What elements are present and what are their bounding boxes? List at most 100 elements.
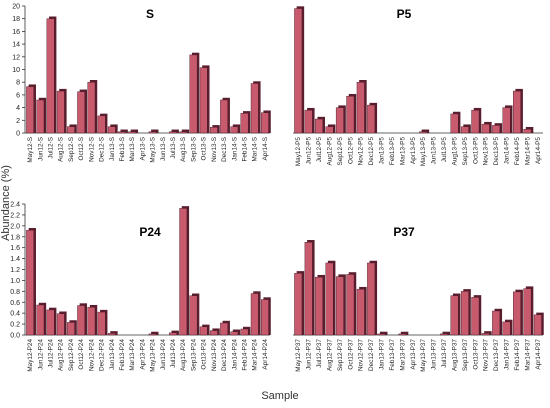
x-tick-label: Dec13-P5 xyxy=(493,137,500,166)
bar-face xyxy=(304,242,313,336)
y-tick-label: 6 xyxy=(16,92,20,99)
bar-shadow xyxy=(379,331,388,335)
x-tick-label: Dec13-S xyxy=(221,137,228,162)
x-tick-label: Sep12-P37 xyxy=(337,339,344,371)
bar xyxy=(346,93,357,134)
x-tick-label: Apr13-P5 xyxy=(410,137,417,164)
x-tick-label: Jan13-P24 xyxy=(109,339,116,370)
y-tick-label: 1.2 xyxy=(10,267,20,274)
x-tick-label: Jul12-P37 xyxy=(316,339,323,368)
y-tick-label: 2.0 xyxy=(10,223,20,230)
x-tick-label: Nov13-P37 xyxy=(483,339,490,371)
bar-face xyxy=(450,295,459,336)
bar-face xyxy=(513,291,521,336)
bar xyxy=(189,293,200,336)
bar xyxy=(471,107,482,134)
bar-face xyxy=(419,131,428,134)
x-tick-label: May12-P24 xyxy=(27,339,34,372)
bar xyxy=(46,16,57,134)
bar-face xyxy=(36,99,45,134)
bar xyxy=(440,331,450,336)
bar-face xyxy=(523,288,532,336)
x-tick-label: Oct13-P37 xyxy=(472,339,479,370)
bar xyxy=(179,129,190,134)
bar-face xyxy=(513,90,521,134)
y-tick-label: 1.6 xyxy=(10,245,20,252)
bar-face xyxy=(315,276,323,336)
x-tick-label: Mar13-P37 xyxy=(399,339,406,371)
bar-face xyxy=(367,104,376,134)
x-tick-label: Jun13-P5 xyxy=(431,137,438,165)
bar xyxy=(356,286,367,336)
x-tick-label: Jun13-S xyxy=(160,137,167,161)
panel-title: P37 xyxy=(393,225,415,239)
bar xyxy=(128,129,139,134)
bar-face xyxy=(471,297,480,336)
bar-shadow xyxy=(151,129,159,133)
bar xyxy=(26,84,36,134)
x-tick-label: Feb13-P37 xyxy=(389,339,396,371)
x-tick-label: Feb13-S xyxy=(119,137,126,162)
x-tick-label: May13-S xyxy=(150,137,157,163)
y-tick-label: 10 xyxy=(12,67,20,74)
x-tick-label: May13-P5 xyxy=(420,137,427,167)
bar xyxy=(36,302,47,336)
x-tick-label: Feb14-P5 xyxy=(514,137,521,166)
bar-face xyxy=(77,305,86,336)
x-tick-label: Sep12-P24 xyxy=(68,339,75,371)
x-tick-label: Oct12-P24 xyxy=(78,339,85,370)
bar xyxy=(460,124,471,134)
bar-face xyxy=(67,126,75,134)
y-tick-label: 1.8 xyxy=(10,234,20,241)
x-tick-label: Jan14-P37 xyxy=(504,339,511,370)
x-tick-label: Nov13-S xyxy=(211,137,218,162)
bar xyxy=(315,116,325,134)
bar xyxy=(169,129,179,134)
x-tick-label: Dec13-P24 xyxy=(221,339,228,371)
bar-face xyxy=(492,125,501,134)
bar-shadow xyxy=(130,129,139,133)
bar-face xyxy=(36,304,45,336)
bar-face xyxy=(250,293,259,336)
x-tick-label: Aug12-S xyxy=(58,137,65,162)
bar-face xyxy=(189,54,198,134)
bar-face xyxy=(250,83,259,134)
x-tick-label: Aug13-P24 xyxy=(180,339,187,371)
bar xyxy=(148,129,159,134)
x-tick-label: Jun12-P37 xyxy=(306,339,313,370)
y-tick-label: 4 xyxy=(16,105,20,112)
bar-face xyxy=(304,109,313,134)
x-tick-label: Mar13-S xyxy=(129,137,136,162)
bar-face xyxy=(502,321,511,336)
bar-face xyxy=(67,322,75,336)
x-tick-label: Oct13-S xyxy=(201,137,208,160)
x-tick-label: Dec12-P5 xyxy=(368,137,375,166)
y-tick-label: 2.4 xyxy=(10,202,20,209)
bar-face xyxy=(481,333,490,336)
bar-face xyxy=(502,107,511,134)
bar-face xyxy=(294,273,303,336)
y-tick-label: 2.2 xyxy=(10,212,20,219)
bar xyxy=(250,81,261,134)
x-tick-label: Mar13-P24 xyxy=(129,339,136,371)
bar-shadow xyxy=(400,331,409,335)
bar xyxy=(77,303,88,336)
bar-face xyxy=(148,333,157,336)
bar-shadow xyxy=(110,331,118,335)
bar-face xyxy=(169,332,177,336)
bar-face xyxy=(56,313,65,336)
bar-face xyxy=(87,81,96,134)
x-tick-label: Aug12-P5 xyxy=(326,137,333,166)
bar xyxy=(209,125,220,134)
bar xyxy=(179,206,190,336)
bar-face xyxy=(209,127,218,134)
x-tick-label: Jan13-S xyxy=(109,137,116,161)
bar xyxy=(36,97,47,134)
bar-shadow xyxy=(421,129,430,133)
y-tick-label: 14 xyxy=(12,42,20,49)
y-tick-label: 1.0 xyxy=(10,278,20,285)
x-tick-label: Jul13-P37 xyxy=(441,339,448,368)
y-axis-label: Abundance (%) xyxy=(0,165,12,241)
x-tick-label: Aug12-P37 xyxy=(326,339,333,371)
